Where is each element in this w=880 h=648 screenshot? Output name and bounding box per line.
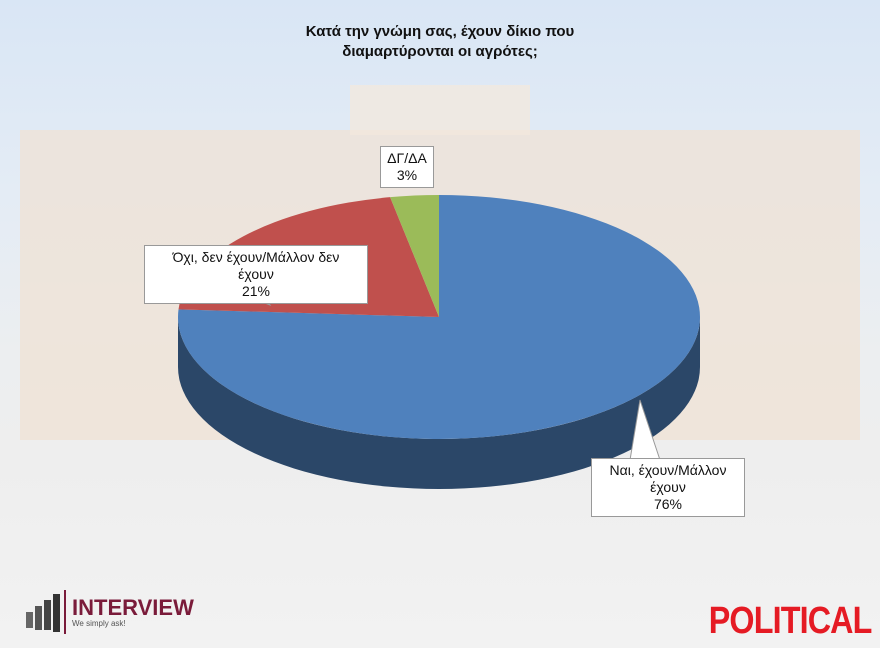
label-text: έχουν — [238, 266, 274, 282]
data-label-dk: ΔΓ/ΔΑ 3% — [380, 146, 434, 188]
data-label-no: Όχι, δεν έχουν/Μάλλον δεν έχουν 21% — [144, 245, 368, 304]
political-logo: POLITICAL — [709, 600, 873, 642]
title-line-2: διαμαρτύρονται οι αγρότες; — [342, 43, 538, 60]
data-label-yes: Ναι, έχουν/Μάλλον έχουν 76% — [591, 458, 745, 517]
background-pediment — [350, 85, 530, 135]
label-text: Ναι, έχουν/Μάλλον — [609, 462, 727, 478]
label-value: 21% — [241, 283, 271, 299]
pie-slice-2 — [390, 195, 439, 317]
pie-side-0 — [178, 317, 700, 489]
label-text: έχουν — [650, 479, 686, 495]
label-value: 76% — [653, 496, 683, 512]
pie-slice-0 — [178, 195, 701, 439]
chart-title: Κατά την γνώμη σας, έχουν δίκιο που διαμ… — [200, 22, 680, 62]
interview-name: INTERVIEW — [72, 594, 194, 620]
interview-tagline: We simply ask! — [72, 618, 126, 628]
label-value: 3% — [396, 167, 418, 183]
interview-bars-icon — [26, 590, 66, 634]
interview-logo: INTERVIEW We simply ask! — [24, 590, 194, 634]
label-text: Όχι, δεν έχουν/Μάλλον δεν — [172, 249, 340, 265]
title-line-1: Κατά την γνώμη σας, έχουν δίκιο που — [305, 23, 575, 40]
label-text: ΔΓ/ΔΑ — [387, 150, 427, 166]
